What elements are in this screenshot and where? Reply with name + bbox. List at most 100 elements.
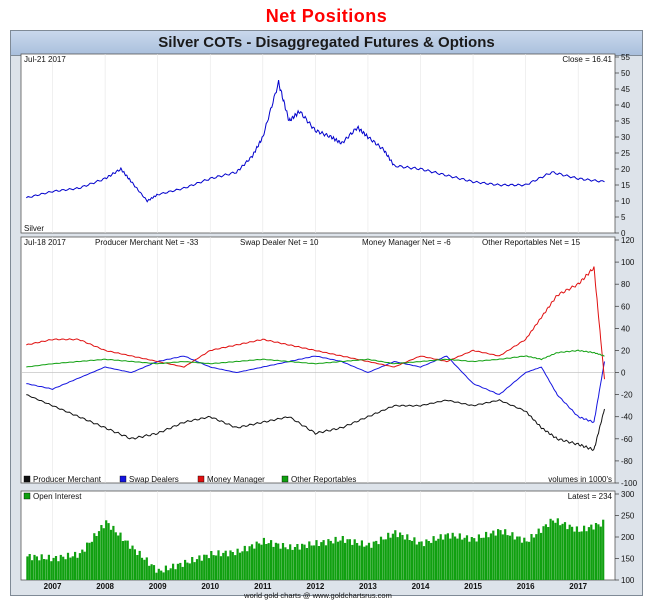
oi-bar: [57, 561, 60, 580]
series-line-producer-merchant: [26, 394, 605, 452]
oi-bar: [568, 524, 571, 580]
oi-bar: [255, 541, 258, 580]
panel-2-background: [20, 236, 616, 484]
price-panel-ytick-label: 35: [621, 117, 630, 126]
oi-bar: [518, 536, 521, 580]
oi-bar: [434, 540, 437, 580]
oi-panel-ytick-label: 250: [621, 512, 635, 521]
net-panel-ytick-label: -80: [621, 457, 633, 466]
xtick-label-2012: 2012: [306, 582, 324, 591]
oi-bar: [167, 570, 170, 580]
oi-bar: [437, 538, 440, 580]
series-line-other-reportables: [26, 349, 605, 368]
oi-bar: [293, 547, 297, 580]
net-panel-ytick-label: 40: [621, 324, 630, 333]
oi-panel-ytick-label: 300: [621, 490, 635, 499]
oi-bar: [114, 532, 117, 580]
oi-bar: [530, 534, 533, 580]
oi-panel-ytick-label: 100: [621, 576, 635, 585]
oi-bar: [250, 544, 254, 580]
oi-bar: [375, 540, 378, 580]
panel-1-background: [20, 53, 616, 234]
oi-bar: [425, 539, 428, 580]
oi-bar: [219, 556, 222, 580]
oi-bar: [97, 531, 101, 580]
oi-bar: [346, 539, 349, 580]
oi-bar: [301, 543, 304, 580]
oi-bar: [559, 525, 562, 580]
oi-bar: [537, 528, 540, 580]
oi-bar: [152, 565, 156, 580]
oi-bar: [348, 539, 351, 580]
oi-bar: [121, 541, 124, 580]
oi-bar: [38, 560, 41, 580]
oi-bar: [100, 525, 103, 580]
oi-bar: [322, 540, 325, 580]
xtick-label-2016: 2016: [517, 582, 535, 591]
oi-bar: [516, 536, 519, 580]
xtick-label-2008: 2008: [96, 582, 114, 591]
oi-bar: [93, 533, 96, 580]
oi-latest-label: Latest = 234: [568, 492, 613, 501]
oi-bar: [33, 554, 36, 580]
oi-bar: [248, 546, 251, 580]
oi-bar: [308, 541, 311, 580]
oi-bar: [563, 522, 567, 580]
oi-bar: [377, 544, 380, 580]
oi-bar: [367, 542, 371, 580]
chart-title: Silver COTs - Disaggregated Futures & Op…: [11, 31, 642, 56]
oi-bar: [179, 562, 182, 580]
oi-bar: [532, 537, 535, 580]
oi-bar: [410, 540, 414, 580]
oi-bar: [286, 549, 289, 580]
oi-bar: [449, 538, 452, 580]
oi-bar: [305, 548, 308, 580]
oi-bar: [506, 535, 509, 580]
oi-bar: [420, 541, 423, 580]
oi-bar: [554, 522, 557, 580]
oi-bar: [387, 532, 390, 580]
oi-bar: [477, 534, 480, 580]
oi-bar: [594, 523, 598, 580]
oi-bar: [140, 557, 144, 580]
oi-bar: [281, 543, 285, 580]
oi-bar: [143, 559, 146, 580]
oi-bar: [499, 530, 502, 580]
oi-bar: [136, 555, 139, 580]
oi-bar: [74, 551, 77, 580]
oi-bar: [561, 523, 564, 580]
oi-bar: [384, 539, 387, 580]
oi-bar: [363, 546, 366, 580]
oi-bar: [463, 537, 466, 580]
price-panel-ytick-label: 55: [621, 53, 630, 62]
oi-bar: [107, 523, 110, 580]
oi-bar: [432, 536, 435, 580]
oi-bar: [391, 533, 394, 580]
oi-legend-label: Open Interest: [33, 492, 82, 501]
oi-bar: [164, 565, 167, 580]
oi-bar: [336, 541, 340, 580]
oi-bar: [43, 559, 46, 580]
oi-bar: [284, 547, 287, 580]
oi-bar: [475, 541, 478, 580]
oi-bar: [401, 535, 404, 580]
legend-label-2: Swap Dealers: [129, 475, 179, 484]
money-net-label: Money Manager Net = -6: [362, 238, 451, 247]
oi-bar: [222, 552, 225, 580]
page-heading: Net Positions: [265, 6, 388, 26]
net-panel-ytick-label: 0: [621, 369, 626, 378]
oi-bar: [133, 549, 136, 580]
oi-bar: [599, 526, 602, 580]
oi-bar: [504, 529, 507, 580]
oi-bar: [28, 554, 31, 580]
oi-bar: [238, 552, 242, 580]
oi-bar: [551, 520, 555, 580]
oi-bar: [90, 541, 93, 580]
oi-bar: [353, 539, 356, 580]
oi-bar: [181, 566, 184, 580]
oi-bar: [200, 560, 203, 580]
oi-bar: [454, 536, 457, 580]
oi-bar: [260, 544, 263, 580]
xtick-label-2007: 2007: [44, 582, 62, 591]
oi-bar: [102, 528, 105, 580]
